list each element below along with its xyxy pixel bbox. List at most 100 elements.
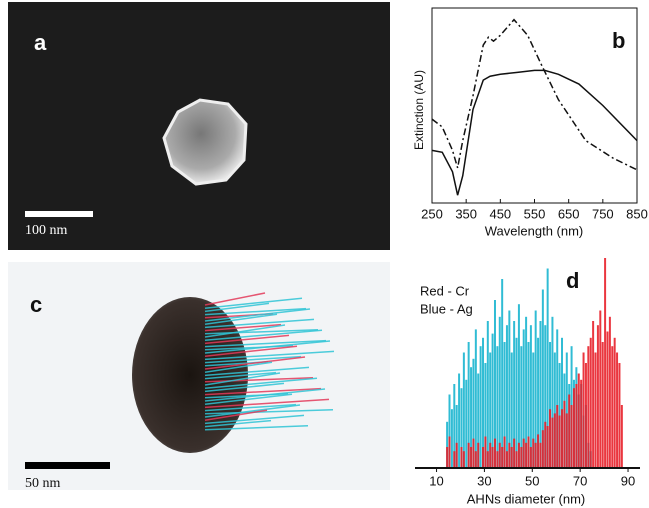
panel-b: b Wavelength (nm) Extinction (AU) 250 350…: [412, 7, 648, 238]
streak: [204, 329, 319, 335]
x-tick-label: 70: [573, 473, 587, 488]
scale-bar: [25, 462, 110, 469]
annotation: Blue - Ag: [420, 301, 473, 316]
histogram-bar: [580, 379, 583, 468]
histogram-bar: [563, 400, 566, 468]
histogram-bar: [503, 436, 506, 468]
histogram-bar: [510, 447, 513, 468]
streak: [204, 361, 273, 373]
streak: [204, 313, 278, 325]
histogram-bar: [553, 413, 556, 468]
streak: [204, 302, 270, 313]
streak: [204, 371, 277, 380]
streak: [204, 409, 334, 415]
histogram-bar: [551, 417, 554, 468]
scale-label: 100 nm: [25, 223, 68, 238]
histogram-bar: [592, 321, 595, 468]
x-tick-label: 350: [455, 206, 477, 221]
streak: [204, 323, 282, 332]
histogram-bar: [561, 337, 564, 468]
histogram-bar: [508, 442, 511, 468]
panel-label: b: [612, 28, 625, 53]
histogram-bar: [479, 346, 482, 468]
streak: [204, 366, 310, 377]
streak: [204, 387, 322, 396]
streak: [204, 409, 268, 421]
scale-bar: [25, 211, 93, 217]
line-series: [431, 18, 638, 171]
histogram-bar: [549, 342, 552, 468]
histogram-bar: [477, 442, 480, 468]
histogram-bar: [599, 310, 602, 468]
histogram-bar: [508, 310, 511, 468]
histogram-bar: [582, 352, 585, 468]
histogram-bar: [515, 337, 518, 468]
streak: [204, 425, 309, 431]
histogram-bar: [534, 310, 537, 468]
histogram-bar: [501, 447, 504, 468]
histogram-bar: [568, 394, 571, 468]
histogram-bar: [493, 300, 496, 468]
histogram-bar: [570, 405, 573, 468]
streak: [204, 340, 331, 354]
histogram-bar: [482, 337, 485, 468]
histogram-bar: [446, 447, 449, 468]
histogram-bar: [491, 333, 494, 468]
x-tick-label: 10: [429, 473, 443, 488]
histogram-bar: [477, 373, 480, 468]
histogram-bar: [551, 316, 554, 468]
streak: [204, 393, 293, 405]
histogram-bar: [608, 316, 611, 468]
streak: [204, 382, 285, 393]
histogram-bar: [565, 413, 568, 468]
x-axis-label: Wavelength (nm): [485, 223, 584, 238]
histogram-bar: [527, 342, 530, 468]
histogram-bar: [589, 337, 592, 468]
histogram-bar: [558, 415, 561, 468]
histogram-bar: [472, 438, 475, 468]
panel-label: d: [566, 268, 579, 293]
streak: [204, 292, 266, 306]
streak: [204, 324, 286, 338]
histogram-bar: [565, 352, 568, 468]
histogram-bar: [613, 337, 616, 468]
histogram-bar: [618, 363, 621, 468]
streak: [204, 308, 311, 322]
x-tick-label: 250: [421, 206, 443, 221]
histogram-bar: [460, 447, 463, 468]
histogram-bar: [577, 373, 580, 468]
histogram-bar: [539, 442, 542, 468]
histogram-bar: [544, 325, 547, 468]
streak: [204, 388, 326, 402]
histogram-bar: [503, 342, 506, 468]
streak: [204, 334, 290, 345]
histogram-bar: [537, 337, 540, 468]
histogram-bar: [532, 352, 535, 468]
panel-a: a 100 nm: [8, 2, 390, 250]
x-tick-label: 850: [626, 206, 648, 221]
histogram-bar: [529, 325, 532, 468]
histogram-bar: [462, 352, 465, 468]
streak: [204, 339, 327, 348]
streak: [204, 414, 305, 425]
panel-label: a: [34, 30, 47, 55]
histogram-bar: [453, 384, 456, 468]
histogram-bar: [496, 346, 499, 468]
y-axis-label: Extinction (AU): [412, 70, 426, 150]
panel-c: c 50 nm: [8, 262, 390, 491]
histogram-bar: [453, 451, 456, 468]
streak: [204, 377, 318, 389]
x-tick-label: 550: [524, 206, 546, 221]
histogram-bar: [482, 447, 485, 468]
histogram-bar: [587, 346, 590, 468]
histogram-bar: [513, 438, 516, 468]
streak: [204, 297, 303, 309]
histogram-bar: [496, 451, 499, 468]
streak: [204, 329, 323, 341]
particle: [162, 98, 248, 186]
histogram-bar: [484, 436, 487, 468]
histogram-bar: [489, 442, 492, 468]
histogram-bar: [616, 352, 619, 468]
histogram-bar: [455, 442, 458, 468]
